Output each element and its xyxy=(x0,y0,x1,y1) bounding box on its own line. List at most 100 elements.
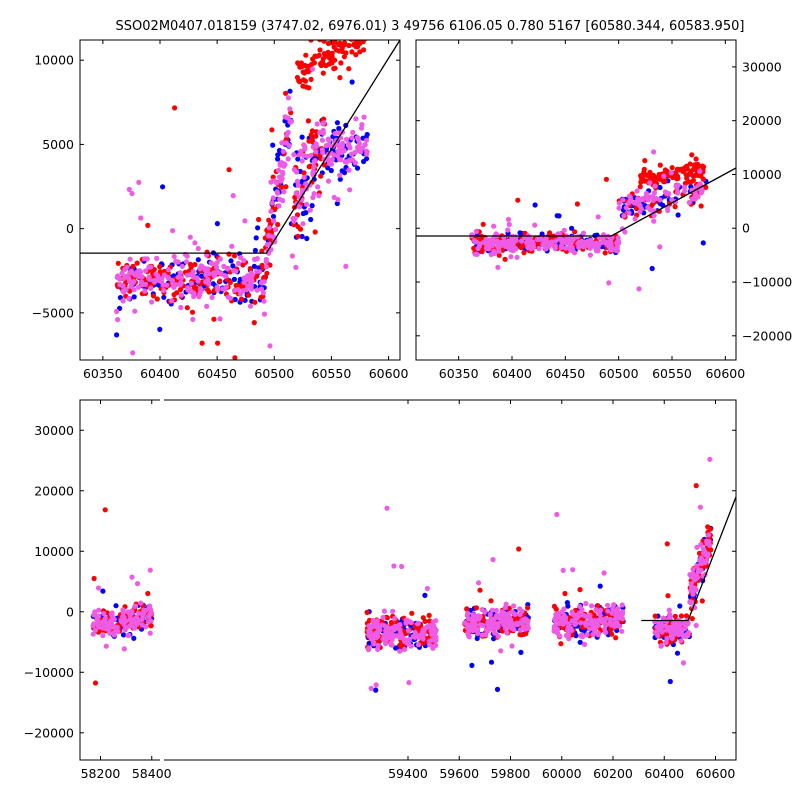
scatter-point-c xyxy=(313,143,320,149)
scatter-point-c xyxy=(397,648,403,654)
scatter-point-b xyxy=(637,184,643,190)
scatter-point-c xyxy=(91,621,97,627)
model-line-path xyxy=(416,167,736,237)
scatter-point-c xyxy=(187,234,193,240)
scatter-point-a xyxy=(157,326,163,332)
scatter-point-c xyxy=(689,574,695,580)
scatter-point-c xyxy=(266,233,272,239)
scatter-point-c xyxy=(326,138,332,144)
scatter-point-c xyxy=(487,611,493,618)
scatter-point-c xyxy=(536,246,542,252)
axes-border xyxy=(79,399,737,761)
scatter-point-c xyxy=(130,350,136,356)
scatter-point-c xyxy=(229,243,235,249)
scatter-point-a xyxy=(657,184,663,191)
scatter-point-c xyxy=(384,505,390,511)
scatter-point-c xyxy=(626,193,633,199)
scatter-point-c xyxy=(569,618,575,624)
scatter-point-c xyxy=(248,281,254,287)
scatter-point-c xyxy=(503,601,509,607)
scatter-point-b xyxy=(696,550,703,556)
x-tick-labels: 58200 58400 59400 59600 59800 60000 60200 60400… xyxy=(81,766,736,781)
scatter-point-c xyxy=(136,268,142,274)
scatter-point-b xyxy=(172,105,178,111)
scatter-point-c xyxy=(147,603,153,609)
scatter-point-c xyxy=(340,140,346,146)
scatter-point-c xyxy=(177,270,183,276)
scatter-point-c xyxy=(475,630,481,637)
scatter-point-b xyxy=(688,168,694,174)
scatter-point-c xyxy=(490,557,496,563)
scatter-point-c xyxy=(565,631,572,638)
scatter-point-c xyxy=(476,580,482,586)
scatter-point-c xyxy=(287,119,293,125)
model-line xyxy=(80,40,400,254)
scatter-point-c xyxy=(369,624,375,631)
scatter-point-c xyxy=(127,270,133,276)
scatter-point-c xyxy=(170,228,176,234)
scatter-point-c xyxy=(496,248,502,254)
scatter-point-c xyxy=(263,259,269,265)
scatter-point-c xyxy=(693,587,699,593)
scatter-point-c xyxy=(115,317,121,323)
scatter-point-c xyxy=(155,273,161,279)
scatter-point-c xyxy=(561,227,567,233)
scatter-point-b xyxy=(707,526,713,532)
scatter-point-c xyxy=(426,642,433,648)
scatter-point-a xyxy=(564,600,571,606)
scatter-point-a xyxy=(114,332,120,338)
scatter-point-c xyxy=(541,238,547,244)
scatter-point-c xyxy=(596,609,603,615)
scatter-point-b xyxy=(638,173,644,179)
scatter-point-c xyxy=(480,622,486,629)
scatter-point-c xyxy=(493,607,499,614)
scatter-point-b xyxy=(397,642,403,648)
x-tick-label: 60600 xyxy=(696,766,736,781)
scatter-point-c xyxy=(389,625,395,631)
scatter-point-c xyxy=(349,135,355,141)
scatter-point-c xyxy=(643,194,650,200)
scatter-point-c xyxy=(551,627,557,633)
scatter-point-c xyxy=(261,279,267,285)
scatter-point-c xyxy=(301,174,307,180)
scatter-point-c xyxy=(560,619,567,625)
scatter-point-c xyxy=(698,555,704,561)
scatter-point-c xyxy=(375,646,381,653)
scatter-point-c xyxy=(263,264,269,270)
scatter-point-a xyxy=(252,247,258,254)
scatter-point-c xyxy=(584,632,590,638)
scatter-point-c xyxy=(362,142,368,148)
scatter-point-c xyxy=(403,617,409,624)
scatter-point-b xyxy=(642,158,648,164)
scatter-point-c xyxy=(240,288,246,294)
scatter-point-b xyxy=(360,34,365,39)
scatter-point-c xyxy=(103,620,110,626)
scatter-point-c xyxy=(179,263,185,269)
scatter-point-c xyxy=(299,158,305,164)
scatter-point-c xyxy=(406,680,412,686)
scatter-point-c xyxy=(361,114,367,120)
scatter-point-c xyxy=(161,287,167,293)
scatter-point-b xyxy=(351,41,357,47)
scatter-point-b xyxy=(296,61,302,67)
panel-top-right: 60350 60400 60450 60500 60550 60600 −20000 −10… xyxy=(415,39,792,381)
scatter-point-b xyxy=(422,618,428,625)
scatter-point-b xyxy=(262,274,268,280)
scatter-point-c xyxy=(274,189,280,195)
scatter-point-c xyxy=(291,218,297,224)
scatter-point-c xyxy=(532,222,538,228)
scatter-point-c xyxy=(619,616,626,622)
scatter-point-c xyxy=(135,284,141,290)
scatter-point-b xyxy=(188,264,194,270)
scatter-point-c xyxy=(476,613,482,619)
x-tick-labels: 60350 60400 60450 60500 60550 60600 xyxy=(439,366,745,381)
scatter-point-c xyxy=(235,260,242,266)
x-tick-label: 60500 xyxy=(254,366,294,381)
scatter-point-c xyxy=(688,588,694,594)
scatter-point-b xyxy=(130,263,136,269)
scatter-point-c xyxy=(676,632,682,638)
scatter-point-b xyxy=(695,163,702,169)
scatter-point-a xyxy=(517,230,523,236)
scatter-point-c xyxy=(280,148,286,155)
